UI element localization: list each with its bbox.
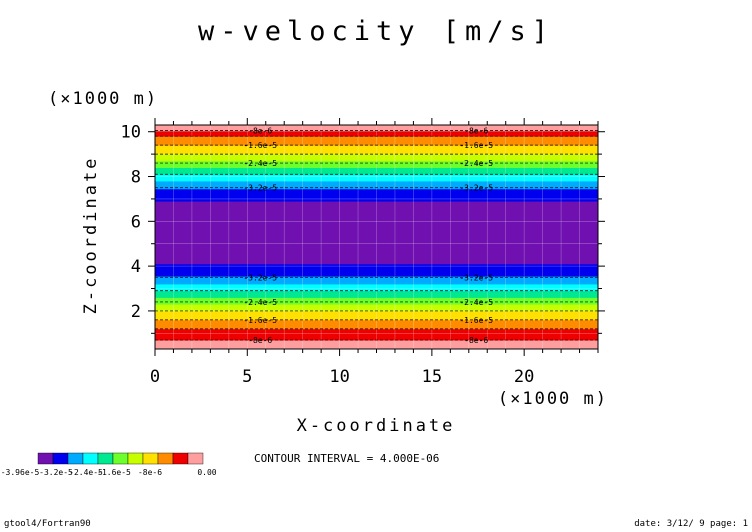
y-tick-label: 6 xyxy=(131,212,141,232)
y-axis-unit: (×1000 m) xyxy=(48,89,158,109)
y-axis-label: Z-coordinate xyxy=(81,156,101,315)
colorbar-swatch-9 xyxy=(172,452,189,465)
contour-label: -8e-6 xyxy=(248,336,272,345)
contour-label: -2.4e-5 xyxy=(243,298,277,307)
colorbar-swatch-6 xyxy=(127,452,144,465)
contour-label: -3.2e-5 xyxy=(243,273,277,282)
y-tick-label: 4 xyxy=(131,257,141,277)
band-8 xyxy=(155,276,598,285)
contour-label: -2.4e-5 xyxy=(459,298,493,307)
band-16 xyxy=(155,154,598,162)
band-4 xyxy=(155,304,598,312)
footer-left: gtool4/Fortran90 xyxy=(4,519,91,529)
colorbar-swatch-3 xyxy=(82,452,99,465)
x-axis-ticks: 0 5 10 15 20 xyxy=(150,118,599,387)
band-5 xyxy=(155,297,598,305)
colorbar-swatch-4 xyxy=(97,452,114,465)
band-3 xyxy=(155,310,598,321)
colorbar-swatch-1 xyxy=(52,452,69,465)
contour-label: -8e-6 xyxy=(464,127,488,136)
contour-label: -3.2e-5 xyxy=(459,273,493,282)
x-axis-unit: (×1000 m) xyxy=(498,389,608,409)
band-18 xyxy=(155,136,598,146)
x-tick-label: 20 xyxy=(514,367,534,387)
contour-fill-bands xyxy=(155,125,598,350)
x-axis-label: X-coordinate xyxy=(297,416,456,436)
contour-lines: -8e-6 -8e-6 -1.6e-5 -1.6e-5 -2.4e-5 -2.4e-5 -3… xyxy=(155,127,598,345)
band-2 xyxy=(155,319,598,330)
band-0 xyxy=(155,340,598,350)
colorbar xyxy=(37,452,204,465)
colorbar-swatch-5 xyxy=(112,452,129,465)
contour-label: -8e-6 xyxy=(248,127,272,136)
colorbar-swatch-0 xyxy=(37,452,54,465)
x-tick-label: 0 xyxy=(150,367,160,387)
band-10 xyxy=(155,201,598,265)
band-15 xyxy=(155,160,598,168)
x-tick-label: 15 xyxy=(422,367,442,387)
colorbar-swatch-10 xyxy=(187,452,204,465)
band-7 xyxy=(155,284,598,292)
colorbar-label: -3.96e-5 xyxy=(1,468,40,477)
x-tick-label: 5 xyxy=(242,367,252,387)
colorbar-label: -1.6e-5 xyxy=(97,468,131,477)
colorbar-label: -2.4e-5 xyxy=(69,468,103,477)
contour-label: -2.4e-5 xyxy=(459,159,493,168)
band-13 xyxy=(155,174,598,182)
y-tick-label: 2 xyxy=(131,302,141,322)
contour-label: -2.4e-5 xyxy=(243,159,277,168)
contour-interval: CONTOUR INTERVAL = 4.000E-06 xyxy=(254,452,439,465)
band-11 xyxy=(155,188,598,202)
footer-right: date: 3/12/ 9 page: 1 xyxy=(634,519,748,529)
contour-label: -3.2e-5 xyxy=(243,184,277,193)
grid-lines xyxy=(155,125,598,349)
contour-label: -1.6e-5 xyxy=(459,141,493,150)
band-1 xyxy=(155,328,598,341)
colorbar-swatch-2 xyxy=(67,452,84,465)
contour-label: -1.6e-5 xyxy=(243,316,277,325)
colorbar-swatch-7 xyxy=(142,452,159,465)
contour-label: -8e-6 xyxy=(464,336,488,345)
y-axis-ticks: 2 4 6 8 10 xyxy=(121,123,605,334)
colorbar-swatch-8 xyxy=(157,452,174,465)
colorbar-labels: -3.96e-5 -3.2e-5-2.4e-5-1.6e-5 -8e-6 0.00 xyxy=(1,468,217,477)
colorbar-label: 0.00 xyxy=(197,468,216,477)
band-17 xyxy=(155,145,598,155)
band-6 xyxy=(155,290,598,298)
band-14 xyxy=(155,167,598,175)
band-19 xyxy=(155,130,598,137)
band-9 xyxy=(155,263,598,277)
chart-title: w-velocity [m/s] xyxy=(198,16,554,47)
colorbar-label: -8e-6 xyxy=(138,468,162,477)
band-12 xyxy=(155,181,598,190)
y-tick-label: 10 xyxy=(121,123,141,143)
band-20 xyxy=(155,125,598,131)
x-tick-label: 10 xyxy=(329,367,349,387)
y-tick-label: 8 xyxy=(131,168,141,188)
colorbar-label: -3.2e-5 xyxy=(39,468,73,477)
contour-label: -1.6e-5 xyxy=(243,141,277,150)
contour-label: -1.6e-5 xyxy=(459,316,493,325)
contour-label: -3.2e-5 xyxy=(459,184,493,193)
